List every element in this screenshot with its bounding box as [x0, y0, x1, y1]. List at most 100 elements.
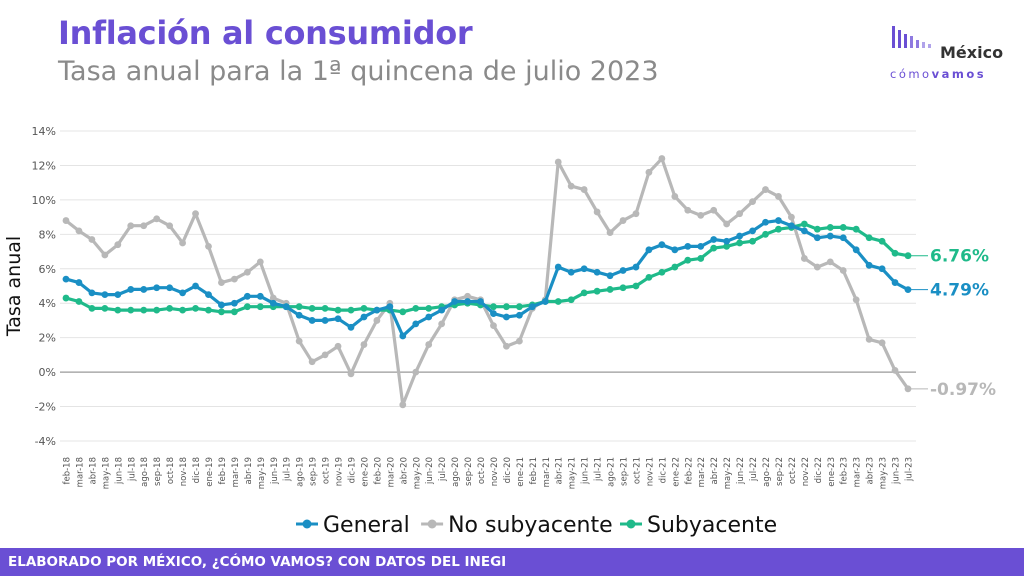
logo-tagline-bold: vamos: [931, 67, 987, 81]
data-point: [567, 182, 575, 190]
x-tick-label: dic-18: [192, 457, 202, 483]
data-point: [321, 317, 329, 324]
data-point: [153, 284, 161, 292]
data-point: [192, 210, 199, 218]
x-tick-label: may-21: [568, 457, 578, 489]
data-point: [658, 241, 666, 249]
data-point: [166, 284, 174, 292]
data-point: [166, 222, 174, 230]
y-tick-label: 2%: [39, 332, 56, 345]
data-point: [347, 323, 355, 331]
x-tick-label: ene-19: [205, 457, 215, 487]
x-tick-label: jun-19: [270, 457, 280, 485]
series-line-general: [65, 219, 909, 338]
data-point: [490, 303, 497, 311]
data-point: [321, 351, 329, 359]
data-point: [503, 342, 510, 350]
data-point: [243, 268, 251, 276]
x-tick-label: nov-22: [801, 457, 811, 486]
end-value-label: -0.97%: [930, 380, 996, 400]
data-point: [541, 298, 549, 305]
data-point: [580, 289, 588, 297]
legend-label: No subyacente: [448, 513, 613, 538]
y-tick-label: 12%: [32, 159, 56, 172]
data-point: [127, 222, 135, 230]
data-point: [839, 267, 847, 274]
data-point: [127, 286, 135, 293]
data-point: [723, 237, 731, 245]
data-point: [451, 298, 459, 305]
data-point: [101, 291, 109, 299]
data-point: [632, 282, 640, 290]
y-tick-label: 6%: [39, 263, 56, 276]
chart-title: Inflación al consumidor: [58, 14, 473, 52]
x-tick-label: abr-20: [399, 457, 409, 484]
data-point: [205, 242, 212, 250]
data-point: [775, 217, 782, 224]
data-point: [658, 155, 666, 162]
data-point: [295, 337, 303, 345]
data-point: [490, 322, 497, 330]
data-point: [412, 320, 420, 328]
data-point: [179, 239, 186, 247]
data-point: [878, 339, 886, 347]
data-point: [826, 232, 834, 240]
end-value-label: 4.79%: [930, 281, 989, 301]
data-point: [671, 193, 679, 200]
x-tick-label: mar-21: [542, 457, 552, 487]
data-point: [75, 298, 83, 305]
data-point: [464, 292, 471, 300]
data-point: [179, 306, 186, 314]
data-point: [75, 279, 83, 286]
x-tick-label: ago-20: [451, 457, 461, 487]
data-point: [477, 298, 484, 305]
data-point: [554, 158, 562, 166]
data-point: [399, 401, 407, 409]
x-tick-label: abr-22: [710, 457, 720, 484]
y-tick-label: 10%: [32, 194, 56, 207]
y-tick-label: 4%: [39, 297, 56, 310]
data-point: [645, 246, 653, 254]
data-point: [62, 294, 70, 302]
x-tick-label: mar-19: [231, 457, 241, 487]
x-tick-label: mar-18: [75, 457, 85, 487]
data-point: [813, 225, 821, 233]
data-point: [775, 225, 782, 233]
data-point: [762, 218, 769, 226]
logo-tagline: cómovamos: [890, 67, 986, 81]
data-point: [528, 303, 536, 311]
data-point: [399, 332, 407, 340]
data-point: [865, 234, 873, 242]
data-point: [412, 304, 420, 312]
x-tick-label: jul-18: [127, 457, 137, 482]
data-point: [788, 222, 795, 230]
x-tick-label: ago-18: [140, 457, 150, 487]
data-point: [891, 366, 899, 374]
data-point: [697, 242, 705, 250]
data-point: [425, 341, 433, 348]
data-point: [567, 268, 575, 276]
data-point: [813, 263, 821, 271]
data-point: [852, 246, 860, 254]
data-point: [62, 275, 70, 283]
x-tick-label: abr-23: [866, 457, 876, 484]
data-point: [140, 286, 148, 293]
data-point: [762, 186, 769, 193]
x-tick-label: ene-20: [360, 457, 370, 487]
data-point: [347, 306, 355, 314]
x-tick-label: oct-19: [322, 457, 332, 484]
data-point: [580, 186, 588, 193]
data-point: [231, 299, 238, 307]
x-tick-label: jun-21: [581, 457, 591, 485]
footer-source-text: ELABORADO POR MÉXICO, ¿CÓMO VAMOS? CON D…: [8, 554, 507, 570]
x-tick-label: sep-22: [775, 457, 785, 486]
x-tick-label: jul-20: [438, 457, 448, 482]
data-point: [412, 368, 420, 376]
x-tick-label: sep-18: [153, 457, 163, 486]
x-tick-label: jun-22: [736, 457, 746, 485]
data-point: [88, 289, 96, 297]
data-point: [580, 265, 588, 273]
data-point: [865, 335, 873, 343]
end-value-label: 6.76%: [930, 247, 989, 267]
data-point: [269, 294, 277, 302]
